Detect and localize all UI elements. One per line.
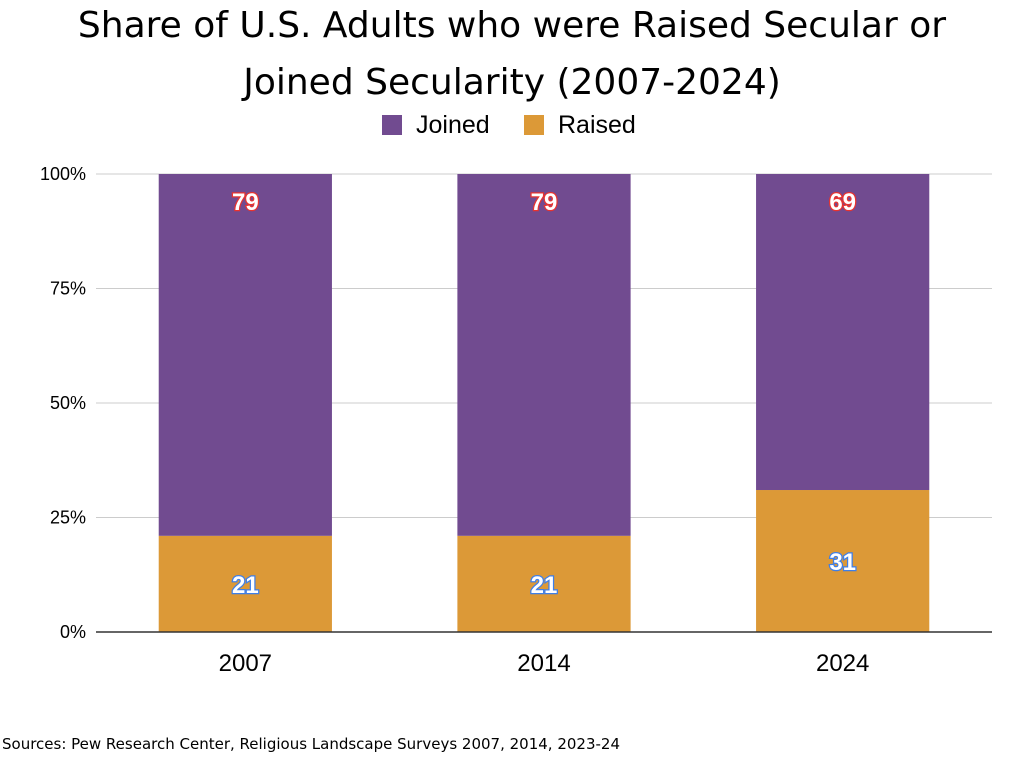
- chart-title-line-2: Joined Secularity (2007-2024): [241, 62, 781, 103]
- legend-swatch-raised: [524, 115, 544, 135]
- data-label-joined-2007: 79: [232, 189, 259, 216]
- legend-label-raised: Raised: [558, 111, 636, 139]
- legend-label-joined: Joined: [416, 111, 490, 139]
- legend: Joined Raised: [382, 111, 636, 139]
- axes: 2007 2014 2024: [96, 631, 992, 677]
- data-label-raised-2024: 31: [829, 549, 856, 576]
- chart-title-line-1: Share of U.S. Adults who were Raised Sec…: [78, 5, 946, 46]
- data-label-raised-2007: 21: [232, 572, 259, 599]
- y-tick-label: 0%: [60, 622, 86, 642]
- y-tick-label: 50%: [50, 393, 86, 413]
- bar-joined-2014: [457, 174, 631, 536]
- y-tick-label: 25%: [50, 508, 86, 528]
- bar-joined-2024: [756, 174, 930, 491]
- data-label-raised-2014: 21: [531, 572, 558, 599]
- x-tick-label-2014: 2014: [517, 650, 570, 677]
- legend-swatch-joined: [382, 115, 402, 135]
- data-label-joined-2014: 79: [531, 189, 558, 216]
- x-tick-label-2007: 2007: [219, 650, 272, 677]
- y-tick-label: 100%: [40, 164, 86, 184]
- bar-raised-2007: [158, 535, 332, 632]
- bar-raised-2024: [756, 490, 930, 632]
- source-note: Sources: Pew Research Center, Religious …: [2, 735, 620, 753]
- bar-joined-2007: [158, 174, 332, 536]
- bars: [158, 174, 930, 632]
- data-labels: 21 79 21 79 31 69: [231, 188, 858, 600]
- data-label-joined-2024: 69: [829, 189, 856, 216]
- bar-raised-2014: [457, 535, 631, 632]
- y-tick-label: 75%: [50, 279, 86, 299]
- x-tick-label-2024: 2024: [816, 650, 869, 677]
